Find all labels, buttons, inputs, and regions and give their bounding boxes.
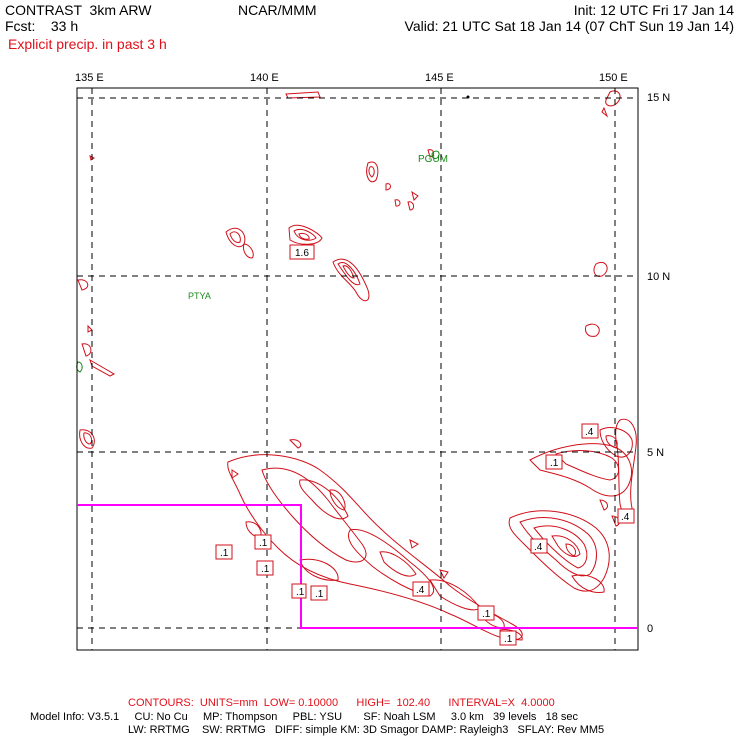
lon-label-135: 135 E [75,72,104,84]
lon-label-145: 145 E [425,72,454,84]
lat-label-10n: 10 N [647,271,670,283]
lat-label-5n: 5 N [647,447,664,459]
station-label-ptya: PTYA [188,291,211,301]
contour-label: .1 [477,605,495,621]
svg-text:.1: .1 [315,589,324,600]
contour-label: .4 [412,581,430,597]
map-frame [76,87,639,651]
contour-label-boxes: 1.6 .4 .1 .4 .1 .4 .1 .1 .1 .1 .4 .1 .1 [215,244,635,646]
precip-map: 135 E 140 E 145 E 150 E 15 N 10 N 5 N 0 [75,72,670,651]
precip-contours [77,90,637,641]
model-info-physics: LW: RRTMG SW: RRTMG DIFF: simple KM: 3D … [128,724,605,736]
contour-label: .1 [256,560,274,576]
field-title: Explicit precip. in past 3 h [8,36,167,52]
svg-text:.1: .1 [482,609,491,620]
center-label: NCAR/MMM [238,2,317,18]
svg-text:.1: .1 [259,538,268,549]
contour-label: .1 [215,544,233,560]
svg-text:.1: .1 [220,548,229,559]
lat-label-15n: 15 N [647,92,670,104]
svg-text:1.6: 1.6 [295,248,309,259]
svg-text:.1: .1 [261,564,270,575]
contour-label: .1 [310,585,328,601]
lat-label-0: 0 [647,623,653,635]
svg-text:.1: .1 [550,458,559,469]
lon-label-140: 140 E [250,72,279,84]
forecast-hour: Fcst: 33 h [5,18,79,34]
contour-label: .4 [617,508,635,524]
svg-text:.4: .4 [534,542,543,553]
svg-text:.4: .4 [621,512,630,523]
svg-text:.1: .1 [296,587,305,598]
model-title: CONTRAST 3km ARW [5,2,152,18]
svg-text:.4: .4 [416,585,425,596]
nest-boundary [77,504,638,629]
lon-labels: 135 E 140 E 145 E 150 E [75,72,628,84]
contour-label: 1.6 [289,244,315,260]
valid-time: Valid: 21 UTC Sat 18 Jan 14 (07 ChT Sun … [404,18,734,34]
lon-label-150: 150 E [599,72,628,84]
station-label-pgum: PGUM [418,154,448,165]
contour-label: .1 [499,630,517,646]
model-info: Model Info: V3.5.1 CU: No Cu MP: Thompso… [30,711,578,723]
station-markers: PGUM PTYA [76,95,470,373]
svg-text:.4: .4 [585,427,594,438]
init-time: Init: 12 UTC Fri 17 Jan 14 [573,2,734,18]
svg-text:.1: .1 [504,634,513,645]
map-grid [76,87,639,651]
contour-label: .4 [581,423,599,439]
contour-label: .1 [254,534,272,550]
contour-label: .1 [291,583,307,599]
lat-labels: 15 N 10 N 5 N 0 [647,92,670,635]
contour-info: CONTOURS: UNITS=mm LOW= 0.10000 HIGH= 10… [128,697,555,709]
contour-label: .4 [530,538,548,554]
palau-outline [76,361,83,373]
guam-outline [431,150,440,160]
contour-label: .1 [545,454,563,470]
